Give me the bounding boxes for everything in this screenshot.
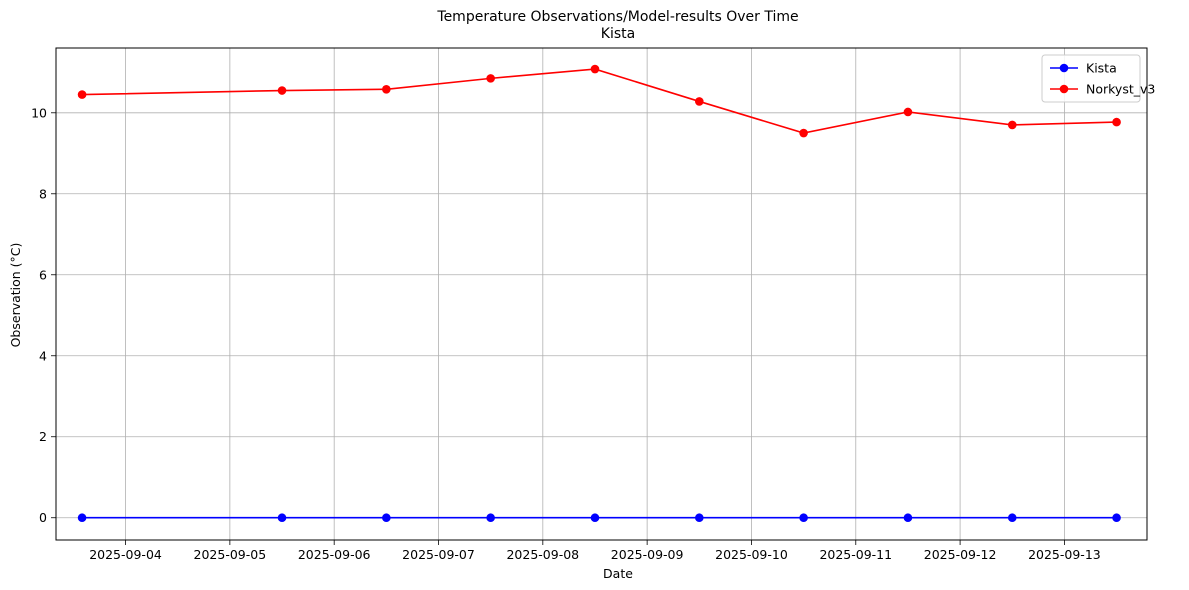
chart-title: Temperature Observations/Model-results O…	[436, 9, 798, 25]
y-tick-label: 10	[31, 105, 47, 120]
data-point	[903, 107, 913, 117]
data-point	[1112, 117, 1121, 127]
legend-marker	[1059, 84, 1069, 94]
x-tick-label: 2025-09-07	[402, 547, 475, 562]
data-point	[590, 513, 600, 523]
x-tick-label: 2025-09-13	[1028, 547, 1101, 562]
x-tick-label: 2025-09-06	[298, 547, 371, 562]
data-point	[694, 97, 704, 106]
y-tick-label: 2	[39, 429, 47, 444]
data-point	[277, 86, 287, 95]
y-tick-label: 6	[39, 267, 47, 282]
x-tick-label: 2025-09-08	[506, 547, 579, 562]
data-point	[590, 64, 600, 74]
legend-label: Kista	[1086, 61, 1117, 76]
grid	[56, 48, 1147, 540]
y-tick-label: 0	[39, 510, 47, 525]
data-point	[382, 513, 391, 523]
chart-subtitle: Kista	[601, 26, 635, 42]
y-axis-label: Observation (°C)	[8, 243, 23, 348]
series-line	[82, 68, 1117, 134]
data-point	[77, 90, 87, 99]
data-point	[1112, 513, 1121, 523]
legend-label: Norkyst_v3	[1086, 82, 1155, 97]
data-point	[382, 85, 391, 94]
x-tick-label: 2025-09-12	[924, 547, 997, 562]
data-point	[694, 513, 704, 523]
data-point	[77, 513, 87, 523]
x-tick-label: 2025-09-04	[89, 547, 162, 562]
legend-marker	[1059, 63, 1069, 73]
data-point	[486, 74, 495, 83]
data-point	[903, 513, 913, 523]
x-tick-label: 2025-09-11	[819, 547, 892, 562]
y-tick-label: 8	[39, 186, 47, 201]
x-tick-label: 2025-09-10	[715, 547, 788, 562]
data-point	[799, 128, 808, 138]
plot-frame	[55, 47, 1148, 541]
data-point	[1007, 120, 1017, 130]
series-norkyst-v3	[77, 64, 1121, 138]
y-tick-label: 4	[39, 348, 47, 363]
x-tick-label: 2025-09-09	[611, 547, 684, 562]
series-layer	[77, 64, 1121, 523]
data-point	[277, 513, 287, 523]
data-point	[799, 513, 808, 523]
x-axis-label: Date	[603, 566, 633, 581]
data-point	[486, 513, 495, 523]
axes: 0 2 4 6 8 10 2025-09-04 2025-09-05 2025-09-06 202…	[31, 47, 1148, 562]
data-point	[1007, 513, 1017, 523]
series-kista	[77, 513, 1121, 523]
legend: Kista Norkyst_v3	[1041, 54, 1155, 103]
x-tick-label: 2025-09-05	[194, 547, 267, 562]
